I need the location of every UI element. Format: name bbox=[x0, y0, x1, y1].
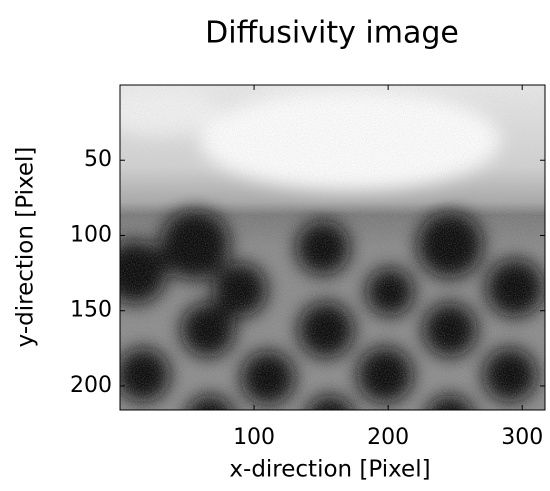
x-axis-label: x-direction [Pixel] bbox=[229, 457, 430, 483]
x-tick-label: 100 bbox=[233, 425, 275, 450]
y-tick-label: 150 bbox=[70, 298, 112, 323]
y-tick-label: 50 bbox=[84, 147, 112, 172]
x-tick-label: 300 bbox=[501, 425, 543, 450]
y-axis-label: y-direction [Pixel] bbox=[13, 147, 39, 348]
y-tick-label: 200 bbox=[70, 373, 112, 398]
axes: 100 200 300 50 100 150 200 bbox=[70, 85, 545, 450]
axes-frame bbox=[119, 84, 546, 411]
x-tick-label: 200 bbox=[367, 425, 409, 450]
y-tick-label: 100 bbox=[70, 222, 112, 247]
chart-title: Diffusivity image bbox=[205, 16, 459, 51]
image bbox=[120, 85, 545, 410]
